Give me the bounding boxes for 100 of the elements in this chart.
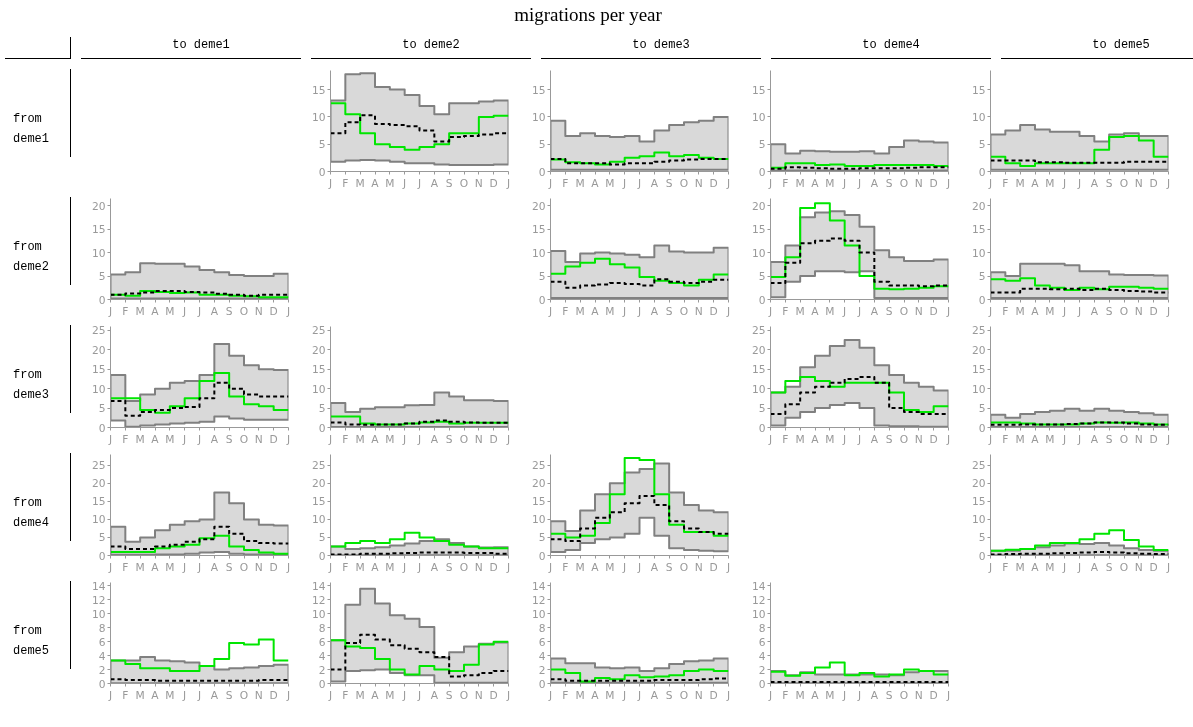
y-tick-label: 10 (311, 382, 326, 396)
x-tick-label: M (1045, 304, 1055, 318)
x-tick-label: A (430, 432, 439, 446)
y-tick-label: 10 (531, 513, 546, 527)
x-tick-label: O (459, 560, 469, 574)
x-tick-label: A (1090, 304, 1099, 318)
x-tick-label: J (547, 560, 553, 574)
x-tick-label: M (355, 176, 365, 190)
x-tick-label: S (1105, 432, 1113, 446)
x-tick-label: M (385, 688, 395, 702)
x-tick-label: O (679, 304, 689, 318)
x-tick-label: J (856, 176, 862, 190)
x-tick-label: S (885, 176, 893, 190)
y-tick-label: 10 (311, 110, 326, 124)
y-tick-label: 20 (311, 343, 326, 357)
x-tick-label: J (1165, 432, 1171, 446)
x-tick-label: J (285, 560, 291, 574)
y-tick-label: 20 (531, 199, 546, 213)
x-tick-label: N (694, 304, 703, 318)
x-tick-label: S (885, 304, 893, 318)
x-tick-label: M (825, 304, 835, 318)
x-tick-label: A (1090, 176, 1099, 190)
y-tick-label: 25 (751, 324, 766, 338)
x-tick-label: J (725, 688, 731, 702)
x-tick-label: S (445, 560, 453, 574)
x-tick-label: J (107, 432, 113, 446)
x-tick-label: J (636, 304, 642, 318)
y-tick-label: 10 (971, 382, 986, 396)
x-tick-label: A (811, 432, 820, 446)
x-tick-label: A (1031, 304, 1040, 318)
x-tick-label: F (342, 176, 349, 190)
x-tick-label: M (165, 688, 175, 702)
y-tick-label: 5 (98, 531, 106, 545)
x-tick-label: M (795, 688, 805, 702)
x-tick-label: A (210, 432, 219, 446)
x-tick-label: J (196, 688, 202, 702)
y-tick-label: 15 (751, 363, 766, 377)
x-tick-label: M (825, 688, 835, 702)
x-tick-label: N (914, 432, 923, 446)
y-tick-label: 20 (971, 199, 986, 213)
x-tick-label: F (122, 432, 129, 446)
x-tick-label: A (591, 304, 600, 318)
x-tick-label: M (575, 560, 585, 574)
x-tick-label: J (842, 688, 847, 702)
x-tick-label: S (885, 432, 893, 446)
y-tick-label: 10 (311, 513, 326, 527)
x-tick-label: D (929, 304, 938, 318)
x-tick-label: J (505, 688, 511, 702)
x-tick-label: J (767, 688, 773, 702)
y-tick-label: 0 (758, 293, 766, 307)
x-tick-label: F (1002, 560, 1009, 574)
y-tick-label: 5 (538, 270, 546, 284)
y-tick-label: 25 (971, 459, 986, 473)
x-tick-label: O (899, 688, 909, 702)
x-tick-label: M (575, 688, 585, 702)
x-tick-label: O (679, 688, 689, 702)
x-tick-label: A (591, 176, 600, 190)
y-tick-label: 8 (758, 621, 766, 635)
y-tick-label: 0 (318, 549, 326, 563)
x-tick-label: D (269, 432, 278, 446)
y-tick-label: 0 (98, 421, 106, 435)
y-tick-label: 5 (978, 270, 986, 284)
x-tick-label: S (665, 688, 673, 702)
x-tick-label: N (474, 560, 483, 574)
y-tick-label: 20 (91, 343, 106, 357)
x-tick-label: O (1119, 432, 1129, 446)
y-tick-label: 25 (91, 459, 106, 473)
y-tick-label: 5 (538, 138, 546, 152)
x-tick-label: O (899, 304, 909, 318)
x-tick-label: F (562, 176, 569, 190)
x-tick-label: S (225, 560, 233, 574)
x-tick-label: J (842, 176, 847, 190)
y-tick-label: 0 (978, 165, 986, 179)
x-tick-label: A (811, 304, 820, 318)
x-tick-label: D (1149, 176, 1158, 190)
y-tick-label: 0 (538, 549, 546, 563)
y-tick-label: 0 (318, 677, 326, 691)
x-tick-label: M (1015, 304, 1025, 318)
y-tick-label: 10 (971, 110, 986, 124)
x-tick-label: J (402, 688, 407, 702)
y-tick-label: 25 (971, 324, 986, 338)
x-tick-label: J (987, 432, 993, 446)
text: from deme5 (13, 623, 50, 660)
x-tick-label: J (402, 432, 407, 446)
y-tick-label: 0 (318, 421, 326, 435)
x-tick-label: D (269, 560, 278, 574)
y-tick-label: 5 (318, 402, 326, 416)
x-tick-label: J (505, 432, 511, 446)
x-tick-label: M (385, 560, 395, 574)
x-tick-label: O (679, 176, 689, 190)
y-tick-label: 14 (311, 579, 326, 593)
x-tick-label: M (355, 560, 365, 574)
x-tick-label: M (605, 560, 615, 574)
x-tick-label: J (1165, 560, 1171, 574)
x-tick-label: A (151, 560, 160, 574)
y-tick-label: 5 (538, 531, 546, 545)
x-tick-label: J (945, 688, 951, 702)
x-tick-label: M (135, 688, 145, 702)
x-tick-label: O (1119, 560, 1129, 574)
x-tick-label: N (914, 304, 923, 318)
